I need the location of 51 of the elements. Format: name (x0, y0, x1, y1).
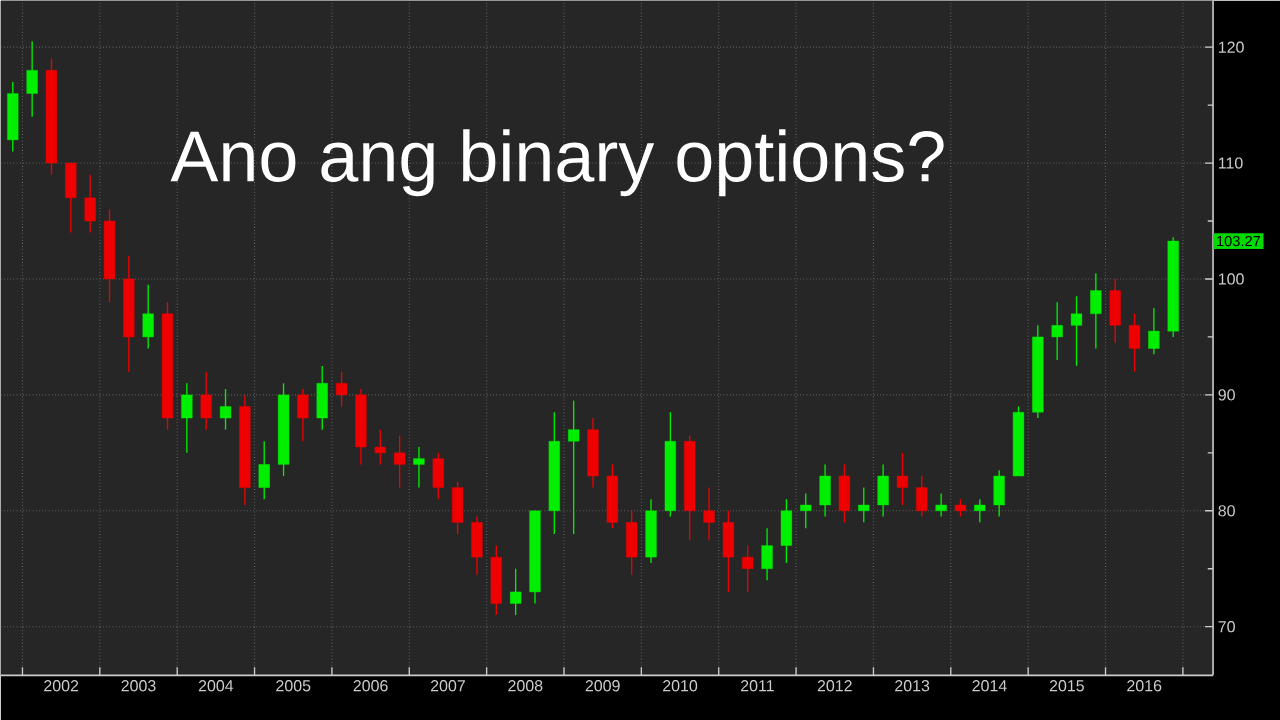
candlestick (181, 382, 193, 454)
candlestick (374, 428, 386, 465)
text: Ano ang binary options? (170, 128, 944, 197)
x-tick-label: 2012 (817, 679, 852, 692)
candlestick (393, 434, 406, 489)
candlestick (335, 370, 348, 407)
candlestick (896, 451, 909, 506)
y-tick-label: 90 (1218, 389, 1235, 401)
x-tick-label: 2003 (121, 679, 156, 692)
candlestick (26, 40, 38, 118)
y-tick-label: 80 (1218, 504, 1235, 517)
x-tick-label: 2005 (276, 679, 311, 692)
candlestick (413, 446, 425, 489)
x-tick-label: 2008 (508, 679, 543, 692)
candlestick (703, 486, 715, 541)
x-tick-label: 2004 (198, 679, 234, 692)
x-tick-label: 2013 (895, 679, 930, 692)
y-tick-label: 110 (1218, 157, 1243, 169)
candlestick (84, 173, 96, 234)
y-tick-label: 120 (1218, 41, 1244, 53)
x-tick-label: 2009 (585, 679, 620, 692)
candlestick (800, 492, 812, 529)
candlestick (142, 283, 154, 350)
x-tick-label: 2016 (1127, 679, 1162, 692)
candlestick (1128, 312, 1141, 373)
candlestick (1148, 307, 1160, 355)
text: 103.27 (1217, 235, 1261, 247)
candlestick (742, 544, 754, 593)
x-tick-label: 2011 (741, 679, 774, 692)
x-tick-label: 2010 (663, 679, 698, 692)
candlestick (200, 370, 212, 431)
candlestick (297, 388, 309, 442)
candlestick (916, 475, 928, 518)
candlestick (935, 492, 947, 518)
candlestick (258, 440, 270, 500)
candlestick (974, 498, 986, 523)
candlestick (219, 388, 232, 431)
x-tick-label: 2006 (353, 679, 388, 692)
candlestick (568, 399, 580, 535)
x-tick-label: 2014 (972, 679, 1007, 692)
y-tick-label: 100 (1218, 273, 1244, 285)
candlestick (761, 527, 773, 581)
candlestick (510, 567, 522, 616)
y-tick-label: 70 (1218, 620, 1235, 633)
candlestick (1051, 301, 1063, 361)
x-tick-label: 2015 (1049, 679, 1084, 692)
candlestick (1090, 272, 1102, 350)
candlestick (858, 486, 870, 523)
candlestick (1070, 295, 1083, 367)
x-tick-label: 2007 (430, 679, 465, 692)
x-tick-label: 2002 (44, 679, 79, 692)
